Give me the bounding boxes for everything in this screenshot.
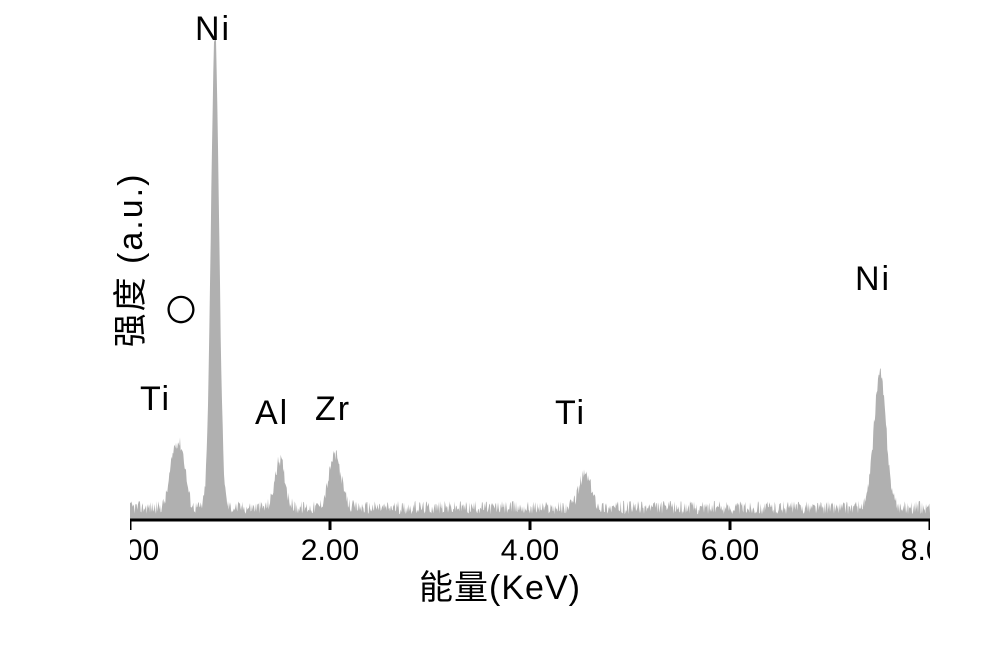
plot-area: 0.002.004.006.008.00 bbox=[130, 40, 930, 520]
x-tick-label: 8.00 bbox=[901, 534, 930, 560]
y-axis-label: 强度 (a.u.) bbox=[103, 173, 152, 348]
element-label-zr: Zr bbox=[315, 390, 351, 429]
spectrum-svg: 0.00 2.00 4.00 6.00 8.00 bbox=[130, 40, 930, 560]
element-label-ti: Ti bbox=[140, 380, 171, 419]
spectrum-fill bbox=[130, 40, 930, 520]
element-label-ti: Ti bbox=[555, 394, 586, 433]
x-tick-label: 4.00 bbox=[501, 534, 559, 560]
element-label-al: Al bbox=[255, 394, 289, 433]
chart-container: 0.00 2.00 4.00 6.00 8.00 强度 (a.u.) 能量(KeV) T… bbox=[0, 0, 1000, 649]
x-tick-label: 0.00 bbox=[130, 534, 159, 560]
element-label-o: 〇 bbox=[166, 286, 196, 330]
element-label-ni: Ni bbox=[855, 260, 891, 299]
x-tick-label: 2.00 bbox=[301, 534, 359, 560]
x-axis-label: 能量(KeV) bbox=[419, 560, 581, 609]
x-tick-label: 6.00 bbox=[701, 534, 759, 560]
element-label-ni: Ni bbox=[195, 10, 231, 49]
